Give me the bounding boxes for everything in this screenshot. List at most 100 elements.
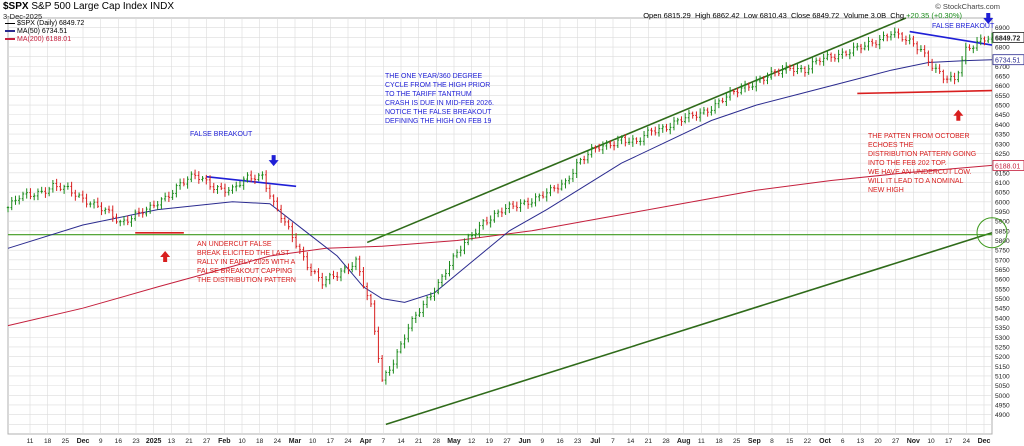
x-tick-label: 24	[344, 438, 352, 445]
y-tick-label: 5800	[995, 238, 1010, 245]
x-tick-label: Oct	[819, 438, 831, 445]
x-tick-label: 22	[804, 438, 812, 445]
arrow-up-icon	[953, 109, 964, 121]
y-tick-label: 6600	[995, 83, 1010, 90]
x-tick-label: 23	[132, 438, 140, 445]
y-tick-label: 6150	[995, 170, 1010, 177]
x-tick-label: Mar	[289, 438, 302, 445]
annotation-false-breakout-right: FALSE BREAKOUT	[932, 23, 995, 30]
ohlc-readout: Open 6815.29 High 6862.42 Low 6810.43 Cl…	[643, 11, 962, 20]
price-tag-ma200: 6188.01	[995, 163, 1020, 170]
symbol: $SPX	[3, 1, 29, 12]
x-tick-label: 14	[397, 438, 405, 445]
y-tick-label: 5250	[995, 344, 1010, 351]
y-tick-label: 6500	[995, 103, 1010, 110]
x-tick-label: 18	[715, 438, 723, 445]
x-tick-label: 10	[309, 438, 317, 445]
y-tick-label: 6900	[995, 25, 1010, 32]
x-tick-label: 13	[168, 438, 176, 445]
x-tick-label: Sep	[748, 438, 761, 445]
ma50-line	[7, 59, 993, 303]
chart-date: 3-Dec-2025	[3, 12, 43, 21]
exchange: INDX	[150, 1, 175, 12]
y-tick-label: 5700	[995, 257, 1010, 264]
x-tick-label: 17	[327, 438, 335, 445]
y-tick-label: 5650	[995, 267, 1010, 274]
x-tick-label: 18	[256, 438, 264, 445]
y-tick-label: 6000	[995, 199, 1010, 206]
annotation-cycle: THE ONE YEAR/360 DEGREE CYCLE FROM THE H…	[385, 73, 494, 125]
trendline-red_support_right	[857, 89, 993, 95]
x-tick-label: 2025	[146, 438, 162, 445]
x-tick-label: 17	[945, 438, 953, 445]
y-tick-label: 6450	[995, 112, 1010, 119]
highlight-circle	[976, 217, 1008, 249]
arrow-down-icon	[268, 155, 279, 167]
y-tick-label: 5400	[995, 315, 1010, 322]
x-tick-label: 24	[274, 438, 282, 445]
y-tick-label: 6700	[995, 64, 1010, 71]
y-tick-label: 5600	[995, 277, 1010, 284]
y-tick-label: 6300	[995, 141, 1010, 148]
y-tick-label: 6550	[995, 93, 1010, 100]
arrow-up-icon	[160, 250, 171, 262]
x-tick-label: 11	[698, 438, 705, 445]
index-name: S&P 500 Large Cap Index	[31, 1, 148, 12]
x-tick-label: 10	[927, 438, 935, 445]
y-tick-label: 6400	[995, 122, 1010, 129]
x-tick-label: 27	[203, 438, 211, 445]
y-tick-label: 5950	[995, 209, 1010, 216]
annotation-pattern: THE PATTEN FROM OCTOBER ECHOES THE DISTR…	[868, 133, 977, 194]
x-tick-label: Aug	[677, 438, 691, 445]
x-tick-label: Dec	[978, 438, 991, 445]
x-tick-label: 27	[892, 438, 900, 445]
x-tick-label: 12	[468, 438, 476, 445]
legend-ma50: MA(50) 6734.51	[5, 28, 67, 35]
x-tick-label: 21	[645, 438, 653, 445]
trendline-channel_bottom	[385, 232, 993, 426]
x-tick-label: 25	[733, 438, 741, 445]
x-tick-label: 28	[662, 438, 670, 445]
y-tick-label: 4900	[995, 412, 1010, 419]
x-tick-label: 11	[27, 438, 34, 445]
x-tick-label: Apr	[360, 438, 372, 445]
y-tick-label: 5000	[995, 393, 1010, 400]
y-tick-label: 6050	[995, 190, 1010, 197]
x-tick-label: 9	[99, 438, 103, 445]
y-tick-label: 5150	[995, 364, 1010, 371]
price-tag-ma50-box	[992, 54, 1024, 66]
price-tag-close-box	[992, 32, 1024, 43]
x-tick-label: Feb	[218, 438, 230, 445]
y-tick-label: 5350	[995, 325, 1010, 332]
x-tick-label: Jul	[590, 438, 600, 445]
x-tick-label: 27	[503, 438, 511, 445]
y-tick-label: 6350	[995, 132, 1010, 139]
x-tick-label: 19	[486, 438, 494, 445]
x-tick-label: Dec	[77, 438, 90, 445]
y-tick-label: 5300	[995, 335, 1010, 342]
x-tick-label: 6	[841, 438, 845, 445]
y-tick-label: 6650	[995, 74, 1010, 81]
annotation-false-breakout-left: FALSE BREAKOUT	[190, 131, 253, 138]
arrow-down-icon	[983, 12, 994, 24]
legend-ma200: MA(200) 6188.01	[5, 36, 71, 43]
x-tick-label: 15	[786, 438, 794, 445]
ma200-line	[7, 164, 993, 327]
y-tick-label: 6800	[995, 45, 1010, 52]
x-tick-label: 7	[611, 438, 615, 445]
x-tick-label: 18	[44, 438, 52, 445]
plot-frame	[7, 17, 993, 435]
x-tick-label: 13	[857, 438, 865, 445]
y-tick-label: 5500	[995, 296, 1010, 303]
price-tag-close: 6849.72	[995, 35, 1020, 42]
price-tag-ma200-box	[992, 160, 1024, 171]
y-tick-label: 5200	[995, 354, 1010, 361]
y-tick-label: 6100	[995, 180, 1010, 187]
chart-title: $SPX S&P 500 Large Cap Index INDX	[3, 1, 174, 12]
x-tick-label: May	[447, 438, 461, 445]
x-tick-label: 16	[115, 438, 123, 445]
x-tick-label: 21	[185, 438, 193, 445]
trendline-blue_resistance_right	[909, 30, 993, 46]
y-tick-label: 5550	[995, 286, 1010, 293]
y-tick-label: 5100	[995, 373, 1010, 380]
